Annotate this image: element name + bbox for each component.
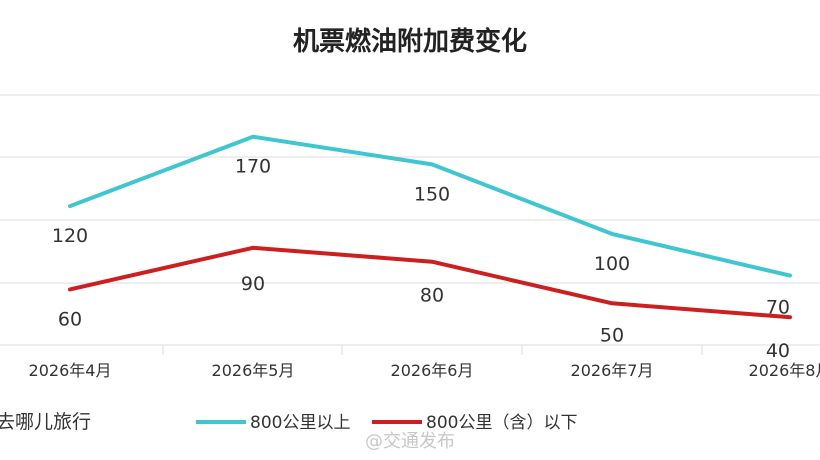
series-line-1 — [68, 134, 792, 278]
data-label-series-2-3: 50 — [600, 324, 624, 346]
legend-label-series-1: 800公里以上 — [250, 413, 350, 433]
x-axis-ticks: 2026年4月 2026年5月 2026年6月 2026年7月 2026年8月 — [29, 361, 820, 380]
data-label-series-2-1: 90 — [241, 273, 265, 295]
series-line-2 — [68, 245, 792, 320]
series-lines — [68, 134, 792, 320]
legend-label-series-2: 800公里（含）以下 — [426, 413, 577, 433]
x-tick-label-1: 2026年5月 — [212, 361, 295, 380]
data-label-series-1-4: 70 — [766, 297, 790, 319]
data-label-series-1-1: 170 — [235, 156, 271, 178]
data-label-series-2-4: 40 — [766, 340, 790, 362]
x-tick-label-4: 2026年8月 — [749, 361, 820, 380]
brand-label: 去哪儿旅行 — [0, 411, 91, 433]
chart-title: 机票燃油附加费变化 — [293, 26, 527, 57]
watermark-text: @交通发布 — [365, 431, 455, 452]
data-labels: 120 170 150 100 70 60 90 80 50 40 — [52, 156, 790, 363]
x-tick-label-0: 2026年4月 — [29, 361, 112, 380]
data-label-series-2-0: 60 — [58, 308, 82, 330]
data-label-series-2-2: 80 — [420, 285, 444, 307]
data-label-series-1-3: 100 — [594, 253, 630, 275]
x-tick-label-3: 2026年7月 — [571, 361, 654, 380]
data-label-series-1-0: 120 — [52, 225, 88, 247]
data-label-series-1-2: 150 — [414, 183, 450, 205]
legend: 800公里以上 800公里（含）以下 — [196, 413, 577, 433]
x-tick-label-2: 2026年6月 — [391, 361, 474, 380]
gridlines — [0, 94, 820, 355]
